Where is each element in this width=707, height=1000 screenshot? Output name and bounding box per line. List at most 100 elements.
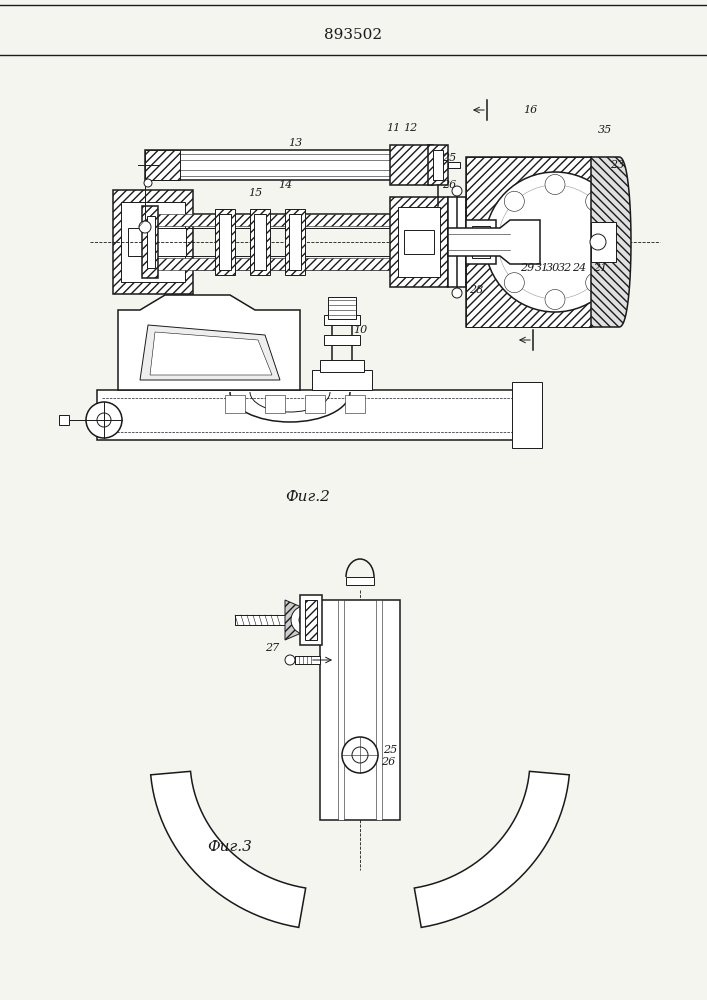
Bar	[398, 207, 440, 277]
Circle shape	[510, 197, 600, 287]
Circle shape	[144, 179, 152, 187]
Bar	[433, 150, 443, 180]
Bar	[250, 209, 270, 275]
Polygon shape	[448, 220, 540, 264]
Polygon shape	[145, 150, 428, 180]
Bar	[305, 600, 317, 640]
Bar	[466, 220, 496, 264]
Bar	[142, 206, 158, 278]
Bar	[147, 216, 155, 268]
Bar	[448, 197, 466, 287]
Bar	[289, 214, 301, 270]
Polygon shape	[390, 145, 433, 185]
Text: 10: 10	[353, 325, 367, 335]
Bar	[219, 214, 231, 270]
Bar	[128, 228, 186, 256]
Bar	[235, 615, 285, 625]
Circle shape	[504, 273, 525, 293]
Circle shape	[452, 288, 462, 298]
Circle shape	[590, 234, 606, 250]
Text: 11: 11	[386, 123, 400, 133]
Text: 31: 31	[535, 263, 549, 273]
Polygon shape	[150, 258, 448, 270]
Bar	[97, 390, 527, 440]
Text: 29: 29	[520, 263, 534, 273]
Text: 16: 16	[523, 105, 537, 115]
Text: Фиг.3: Фиг.3	[208, 840, 252, 854]
Circle shape	[498, 185, 612, 299]
Text: 26: 26	[442, 180, 456, 190]
Polygon shape	[151, 771, 305, 927]
Text: 25: 25	[383, 745, 397, 755]
Bar	[215, 209, 235, 275]
Circle shape	[545, 290, 565, 310]
Polygon shape	[466, 257, 591, 327]
Text: Фиг.2: Фиг.2	[286, 490, 330, 504]
Bar	[345, 395, 365, 413]
Bar	[324, 360, 360, 370]
Circle shape	[602, 232, 622, 252]
Text: 14: 14	[278, 180, 292, 190]
Bar	[466, 157, 591, 327]
Bar	[404, 230, 434, 254]
Bar	[466, 234, 478, 250]
Bar	[466, 230, 484, 254]
Text: 25: 25	[442, 153, 456, 163]
Bar	[312, 370, 372, 390]
Circle shape	[585, 273, 606, 293]
Bar	[448, 162, 460, 168]
Circle shape	[86, 402, 122, 438]
Polygon shape	[150, 332, 272, 375]
Text: 893502: 893502	[325, 28, 382, 42]
Circle shape	[97, 413, 111, 427]
Bar	[376, 600, 382, 820]
Polygon shape	[390, 197, 448, 287]
Polygon shape	[140, 325, 280, 380]
Bar	[472, 226, 490, 258]
Circle shape	[585, 191, 606, 211]
Circle shape	[291, 606, 319, 634]
Text: 32: 32	[558, 263, 572, 273]
Bar	[338, 600, 344, 820]
Circle shape	[504, 191, 525, 211]
Bar	[328, 297, 356, 319]
Circle shape	[342, 737, 378, 773]
Circle shape	[139, 221, 151, 233]
Polygon shape	[466, 157, 591, 227]
Text: 26: 26	[381, 757, 395, 767]
Bar	[121, 202, 185, 282]
Polygon shape	[145, 150, 180, 180]
Text: 12: 12	[403, 123, 417, 133]
Text: 27: 27	[265, 643, 279, 653]
Bar	[324, 315, 360, 325]
Circle shape	[485, 172, 625, 312]
Text: 28: 28	[469, 285, 483, 295]
Polygon shape	[113, 190, 193, 294]
Circle shape	[285, 655, 295, 665]
Circle shape	[452, 186, 462, 196]
Circle shape	[488, 232, 508, 252]
Polygon shape	[285, 600, 320, 640]
Polygon shape	[150, 214, 448, 226]
Polygon shape	[414, 771, 569, 927]
Bar	[591, 222, 616, 262]
Bar	[428, 145, 448, 185]
Bar	[346, 577, 374, 585]
Text: 15: 15	[248, 188, 262, 198]
Text: 30: 30	[546, 263, 560, 273]
Circle shape	[299, 614, 311, 626]
Text: 21: 21	[593, 263, 607, 273]
Polygon shape	[448, 234, 466, 250]
Bar	[320, 360, 364, 372]
Text: 23: 23	[610, 160, 624, 170]
Bar	[324, 335, 360, 345]
Bar	[285, 209, 305, 275]
Bar	[265, 395, 285, 413]
Bar	[59, 415, 69, 425]
Bar	[300, 595, 322, 645]
Circle shape	[545, 174, 565, 194]
Polygon shape	[118, 295, 300, 390]
Bar	[295, 656, 320, 664]
Bar	[320, 600, 400, 820]
Text: 35: 35	[598, 125, 612, 135]
